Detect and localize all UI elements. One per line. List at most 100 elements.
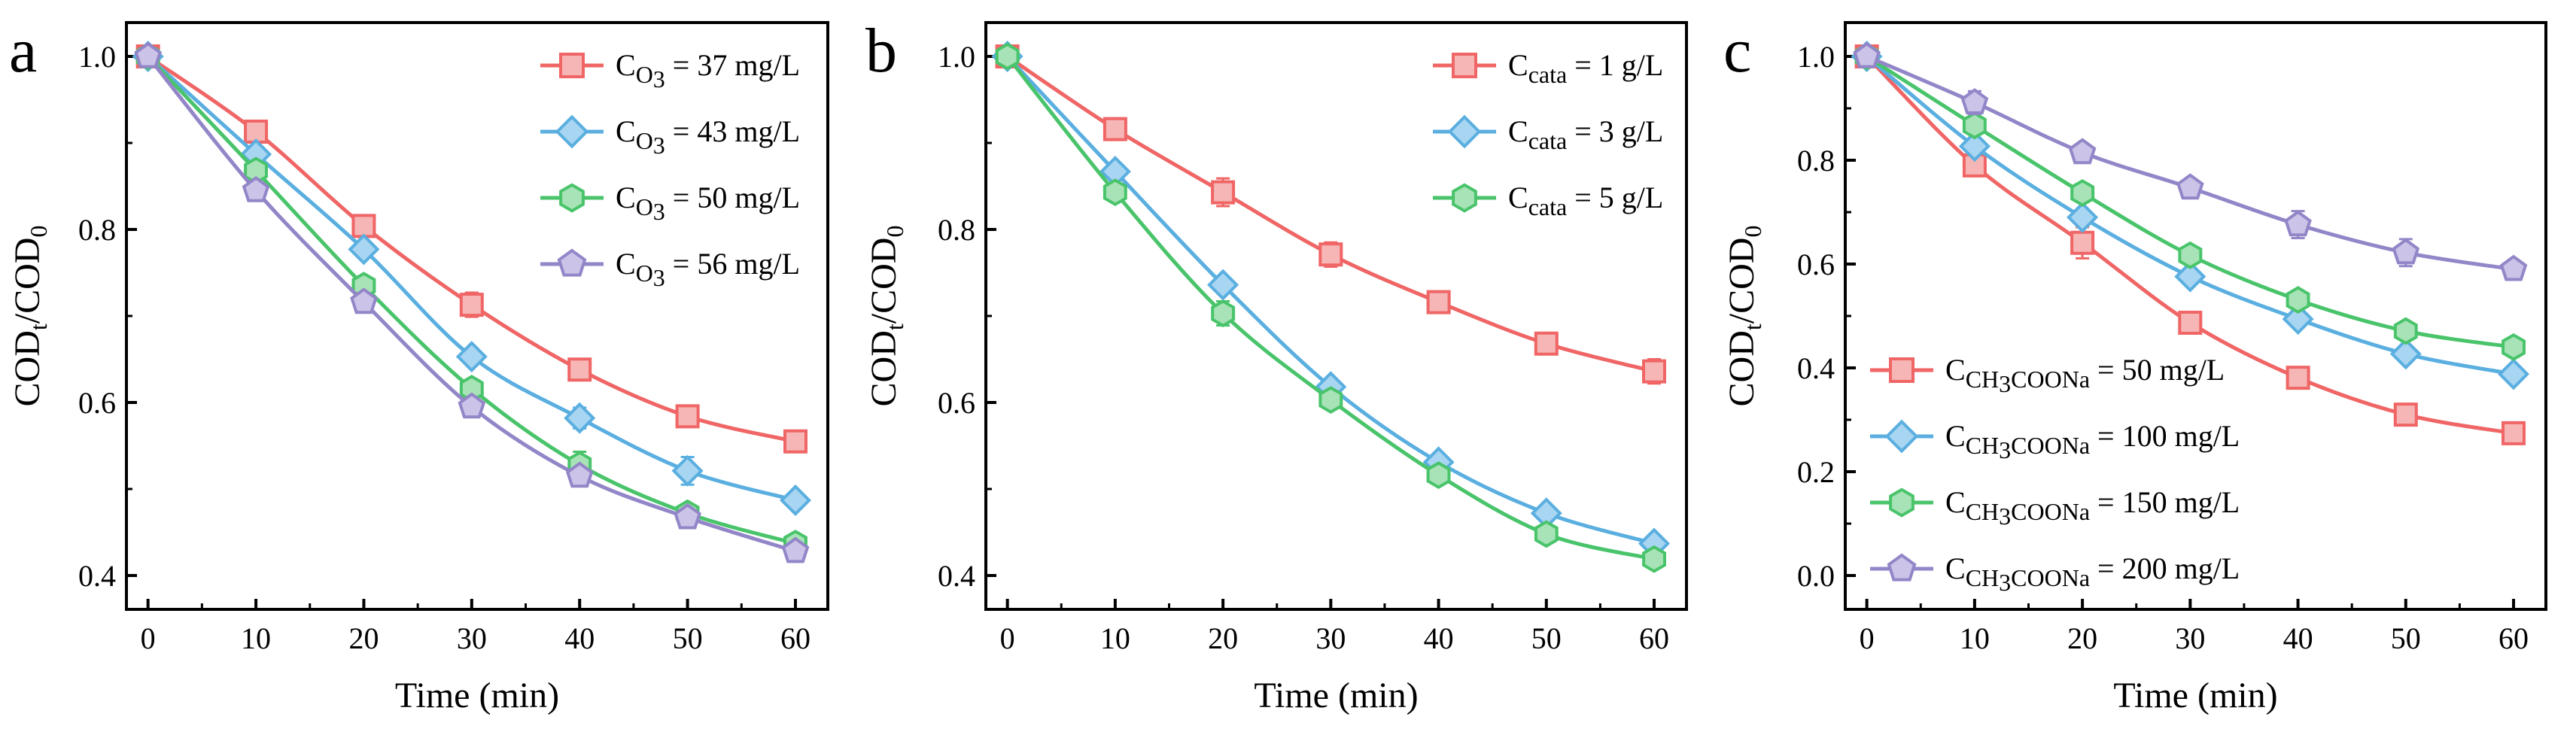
legend-label-value: = 100 mg/L	[2090, 419, 2240, 453]
y-tick-label: 0.6	[938, 386, 975, 420]
y-tick-label: 0.6	[1797, 248, 1835, 281]
data-point	[2499, 254, 2528, 281]
plot-frame	[984, 21, 1688, 611]
data-point	[1426, 461, 1451, 490]
data-point	[244, 120, 269, 144]
y-label-mid: /COD	[1722, 238, 1762, 324]
y-label-mid: /COD	[8, 238, 47, 324]
y-label-sub: 0	[25, 226, 52, 238]
legend-label-sub: CH	[1966, 564, 1999, 591]
x-axis-label: Time (min)	[395, 676, 559, 715]
legend-label: CCH3COONa = 50 mg/L	[1945, 353, 2225, 397]
legend-label-subsub: 3	[1999, 503, 2011, 530]
data-point	[1960, 88, 1989, 114]
data-point	[1207, 269, 1239, 301]
legend-label-main: C	[616, 181, 636, 214]
x-tick-label: 40	[564, 621, 595, 655]
series-3: Ccata = 5 g/L	[995, 42, 1666, 573]
data-point	[459, 293, 484, 317]
legend-label: CO3 = 43 mg/L	[616, 114, 800, 159]
y-label-sub: 0	[881, 226, 908, 238]
legend-label: CO3 = 37 mg/L	[616, 48, 800, 93]
data-point	[2501, 421, 2526, 445]
legend-label-sub: cata	[1528, 193, 1568, 220]
data-point	[2070, 230, 2095, 255]
y-tick-label: 1.0	[78, 40, 116, 74]
data-point	[674, 503, 701, 530]
legend-label-subsub: 3	[1999, 436, 2011, 463]
legend-marker	[559, 183, 585, 213]
legend-label-main: C	[1508, 48, 1528, 82]
legend-label-main: C	[1508, 114, 1528, 148]
x-tick-label: 60	[780, 621, 811, 655]
legend-label-sub: CH	[1966, 498, 1999, 525]
legend-label-main: C	[1945, 485, 1966, 519]
data-point	[2284, 210, 2312, 237]
data-point	[1102, 117, 1127, 141]
legend-label-value: = 50 mg/L	[2090, 353, 2225, 387]
data-point	[781, 536, 810, 563]
y-tick-label: 1.0	[938, 40, 975, 74]
legend-label: CO3 = 50 mg/L	[616, 181, 800, 225]
legend-label-sub: cata	[1528, 127, 1568, 154]
data-point	[1958, 130, 1991, 162]
y-axis-label: CODt/COD0	[8, 226, 52, 407]
y-label-sub: t	[881, 323, 908, 330]
legend-marker	[1889, 487, 1915, 518]
legend-label: Ccata = 1 g/L	[1508, 48, 1663, 88]
legend-label: Ccata = 3 g/L	[1508, 114, 1663, 154]
data-point	[1318, 242, 1343, 267]
data-point	[2393, 402, 2418, 427]
data-point	[1211, 299, 1236, 328]
chart-panel-b: 0 10 20 30 40 50 60 0.4 0.6 0.8 1.0 Time (min) CODt/…	[864, 16, 1688, 715]
x-tick-label: 10	[241, 621, 271, 655]
legend-label-value: = 43 mg/L	[665, 114, 800, 148]
legend-label-subsub: 3	[1999, 370, 2011, 397]
y-label-sub: t	[25, 323, 52, 330]
data-point	[351, 214, 376, 238]
x-tick-label: 50	[1531, 621, 1562, 655]
legend-marker	[1884, 419, 1919, 454]
data-point	[783, 429, 807, 454]
legend-label-main: C	[1945, 353, 1966, 387]
data-point	[1102, 178, 1127, 207]
legend-label-value: = 56 mg/L	[665, 247, 800, 281]
x-tick-label: 10	[1960, 621, 1990, 655]
data-point	[2389, 338, 2422, 370]
legend-label: CCH3COONa = 200 mg/L	[1945, 551, 2240, 596]
legend-label-value: = 3 g/L	[1567, 114, 1663, 148]
x-tick-label: 30	[457, 621, 487, 655]
legend-label-main: C	[616, 48, 636, 82]
legend-label-sub: CH	[1966, 366, 1999, 393]
data-point	[458, 392, 486, 419]
legend-label-main: C	[1945, 419, 1966, 453]
legend-label-value: = 150 mg/L	[2090, 485, 2240, 519]
legend-label-subtail: COONa	[2011, 498, 2090, 525]
x-axis-label: Time (min)	[2113, 676, 2277, 715]
data-point	[455, 341, 488, 373]
data-point	[779, 484, 812, 517]
data-point	[2068, 138, 2097, 165]
legend-label-subsub: 3	[653, 132, 665, 159]
y-axis-label: CODt/COD0	[864, 226, 908, 407]
legend-label-sub: cata	[1528, 61, 1568, 88]
legend-label-value: = 200 mg/L	[2090, 551, 2240, 585]
legend-marker	[1447, 114, 1482, 149]
legend-marker	[1889, 357, 1915, 383]
legend-marker	[557, 248, 587, 277]
y-label-main: COD	[8, 330, 47, 406]
legend-label-value: = 50 mg/L	[665, 181, 800, 214]
y-tick-label: 0.2	[1797, 455, 1835, 489]
legend-marker	[1452, 183, 1477, 213]
legend-marker	[1452, 53, 1477, 78]
data-point	[348, 233, 380, 266]
data-point	[1642, 359, 1666, 384]
y-tick-label: 0.8	[1797, 144, 1835, 178]
legend-label-value: = 37 mg/L	[665, 48, 800, 82]
legend-label-subtail: COONa	[2011, 564, 2090, 591]
legend-label-value: = 1 g/L	[1567, 48, 1663, 82]
legend-marker	[555, 114, 589, 149]
panel-letter: b	[865, 16, 897, 86]
legend-label: Ccata = 5 g/L	[1508, 181, 1663, 220]
